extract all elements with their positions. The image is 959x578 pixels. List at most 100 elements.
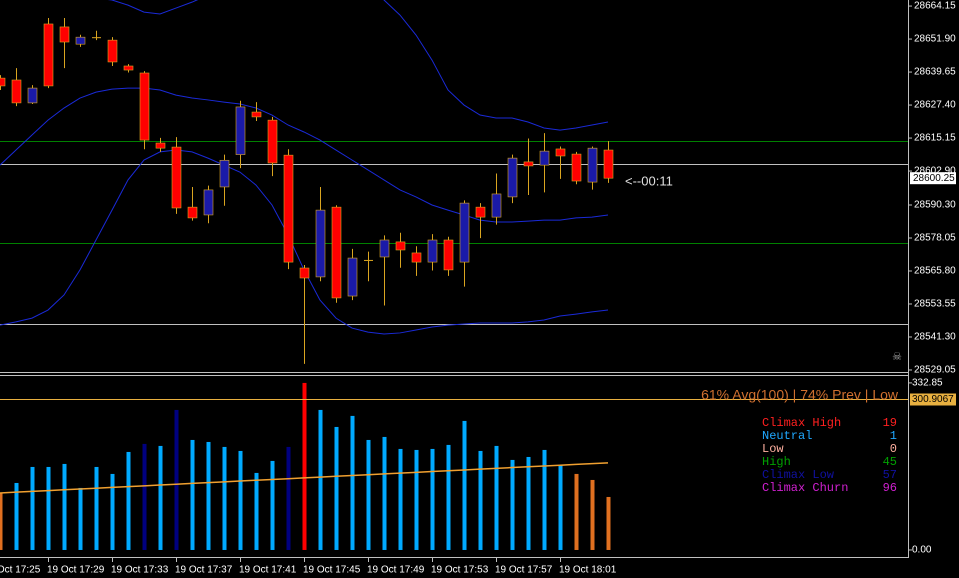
candle-body	[379, 239, 390, 258]
candle-body	[43, 23, 54, 87]
volume-bar	[350, 415, 355, 550]
candle-body	[75, 36, 86, 45]
y-tick-label: 28651.90	[914, 34, 956, 45]
candle-body	[491, 193, 502, 218]
candle-body	[443, 239, 454, 271]
skull-icon: ☠	[892, 351, 902, 363]
y-tick-label: 28541.30	[914, 332, 956, 343]
x-tick-label: 19 Oct 17:53	[431, 565, 489, 576]
volume-bar	[318, 409, 323, 550]
y-tick-label: 28664.15	[914, 1, 956, 12]
candle-body	[395, 241, 406, 251]
x-tick-label: 19 Oct 17:33	[111, 565, 169, 576]
y-tick-label: 28578.05	[914, 233, 956, 244]
candle-body	[539, 150, 550, 166]
level-tag	[910, 393, 956, 406]
volume-bar	[510, 459, 515, 550]
annotation: 61% Avg(100) | 74% Prev | Low	[701, 387, 899, 403]
volume-bar	[542, 449, 547, 550]
x-tick-label: 19 Oct 17:37	[175, 565, 233, 576]
volume-bar	[174, 409, 179, 550]
volume-bar	[110, 473, 115, 550]
candle-body	[219, 159, 230, 188]
candle-body	[283, 154, 294, 263]
volume-bar	[574, 473, 579, 550]
legend-label: Low	[762, 442, 784, 456]
candle-body	[251, 111, 262, 118]
volume-bar	[190, 439, 195, 550]
volume-bar	[0, 492, 3, 550]
volume-bar	[398, 448, 403, 550]
candle-body	[203, 189, 214, 216]
candle-body	[523, 161, 534, 167]
candle-body	[587, 147, 598, 183]
candle-body	[331, 206, 342, 299]
volume-bar	[222, 446, 227, 550]
candle-body	[299, 267, 310, 279]
candle-body	[571, 153, 582, 182]
candle-body	[187, 206, 198, 219]
candle-body	[427, 239, 438, 263]
volume-bar	[126, 451, 131, 550]
candle-body	[475, 206, 486, 218]
volume-bar	[334, 426, 339, 550]
volume-bar	[78, 487, 83, 550]
candle-body	[267, 119, 278, 164]
legend-count: 1	[890, 429, 897, 443]
legend-label: Climax Low	[762, 468, 835, 482]
volume-bar	[94, 466, 99, 550]
price-panel	[0, 0, 908, 364]
candle-body	[364, 259, 373, 261]
x-tick-label: 19 Oct 18:01	[559, 565, 617, 576]
volume-bar	[462, 420, 467, 550]
volume-bar	[30, 466, 35, 550]
y-tick-label: 28602.90	[914, 166, 956, 177]
x-tick-label: 19 Oct 17:25	[0, 565, 41, 576]
y-tick-label: 332.85	[912, 378, 943, 389]
average-line	[0, 462, 609, 494]
candle-body	[603, 149, 614, 179]
volume-bar	[526, 456, 531, 550]
x-tick-label: 19 Oct 17:29	[47, 565, 105, 576]
candle-body	[555, 148, 566, 157]
legend-count: 45	[883, 455, 897, 469]
legend-count: 57	[883, 468, 897, 482]
y-tick-label: 28615.15	[914, 133, 956, 144]
volume-bar	[158, 445, 163, 550]
candle-body	[411, 252, 422, 263]
volume-panel: 61% Avg(100) | 74% Prev | Low Climax High…	[0, 382, 908, 550]
x-tick-label: 19 Oct 17:57	[495, 565, 553, 576]
candle-body	[171, 146, 182, 209]
candle-body	[27, 87, 38, 104]
candle-body	[155, 142, 166, 149]
volume-bar	[446, 444, 451, 550]
band-line	[107, 0, 609, 131]
x-tick-label: 19 Oct 17:45	[303, 565, 361, 576]
volume-bar	[14, 482, 19, 550]
candle-body	[11, 79, 22, 104]
y-tick-label: 28590.30	[914, 200, 956, 211]
x-tick-label: 19 Oct 17:49	[367, 565, 425, 576]
y-tick-label: 28639.65	[914, 67, 956, 78]
volume-bar	[238, 450, 243, 550]
legend-label: Neutral	[762, 429, 812, 443]
volume-bar	[382, 436, 387, 550]
volume-bar	[558, 464, 563, 550]
volume-bar	[142, 443, 147, 550]
y-tick-label: 28627.40	[914, 100, 956, 111]
legend-label: Climax High	[762, 416, 841, 430]
candle-body	[507, 157, 518, 198]
candle-body	[315, 209, 326, 278]
x-tick-label: 19 Oct 17:41	[239, 565, 297, 576]
legend-count: 19	[883, 416, 897, 430]
volume-bar	[206, 441, 211, 550]
legend-label: High	[762, 455, 791, 469]
price-tag	[910, 172, 956, 185]
volume-bar	[46, 466, 51, 550]
volume-bar	[478, 450, 483, 550]
volume-bar	[286, 446, 291, 550]
y-tick-label: 28529.05	[914, 365, 956, 376]
volume-bar	[494, 445, 499, 550]
